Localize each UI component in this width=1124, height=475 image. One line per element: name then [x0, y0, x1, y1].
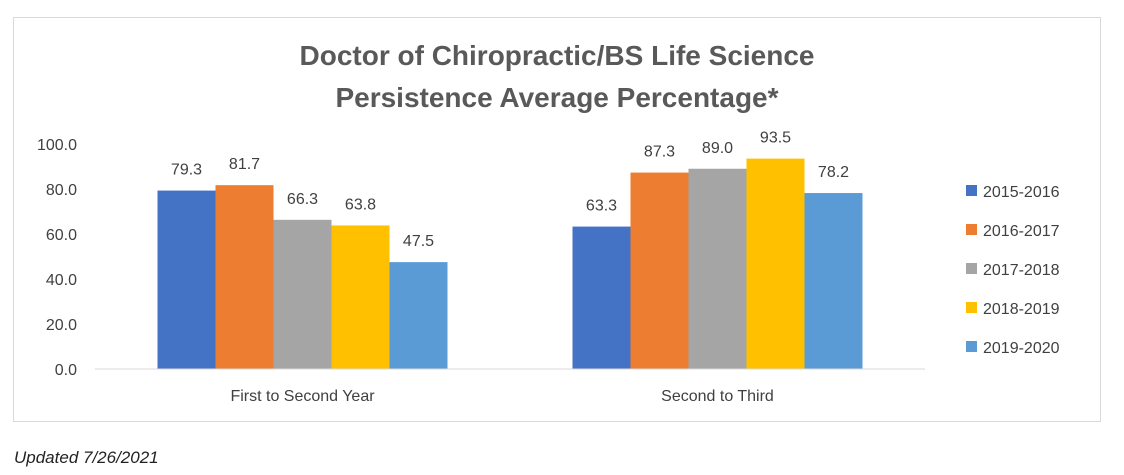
bar-2016-2017-2 [630, 172, 689, 369]
y-tick-label: 0.0 [55, 362, 77, 379]
legend-swatch-2015-2016 [966, 185, 977, 196]
legend-label: 2016-2017 [983, 223, 1060, 240]
data-label: 78.2 [818, 164, 849, 181]
data-label: 66.3 [287, 191, 318, 208]
x-category-label: First to Second Year [230, 388, 375, 405]
data-label: 79.3 [171, 162, 202, 179]
data-label: 81.7 [229, 156, 260, 173]
chart: Doctor of Chiropractic/BS Life Science Pe… [37, 40, 1060, 405]
y-tick-label: 20.0 [46, 317, 77, 334]
data-label: 63.3 [586, 198, 617, 215]
y-tick-label: 100.0 [37, 137, 77, 154]
bar-2016-2017-1 [215, 185, 274, 369]
bar-2015-2016-2 [572, 226, 631, 369]
bar-2018-2019-2 [746, 158, 805, 369]
y-tick-label: 60.0 [46, 227, 77, 244]
chart-title: Doctor of Chiropractic/BS Life Science Pe… [300, 40, 815, 113]
legend-label: 2017-2018 [983, 262, 1060, 279]
legend-label: 2018-2019 [983, 301, 1060, 318]
bar-2018-2019-1 [331, 225, 390, 369]
y-tick-label: 80.0 [46, 182, 77, 199]
bars [157, 158, 863, 369]
bar-2017-2018-1 [273, 219, 332, 369]
y-tick-label: 40.0 [46, 272, 77, 289]
data-label: 47.5 [403, 233, 434, 250]
x-category-label: Second to Third [661, 388, 774, 405]
data-label: 63.8 [345, 196, 376, 213]
y-axis: 0.0 20.0 40.0 60.0 80.0 100.0 [37, 137, 77, 379]
legend-swatch-2019-2020 [966, 341, 977, 352]
chart-title-line-1: Doctor of Chiropractic/BS Life Science [300, 40, 815, 71]
footnote: Updated 7/26/2021 [14, 448, 159, 467]
data-label: 93.5 [760, 130, 791, 147]
bar-2019-2020-1 [389, 262, 448, 369]
data-labels: 79.3 81.7 66.3 63.8 47.5 63.3 87.3 89.0 93.5 78.2 [171, 130, 849, 251]
legend-swatch-2017-2018 [966, 263, 977, 274]
data-label: 87.3 [644, 144, 675, 161]
legend-swatch-2016-2017 [966, 224, 977, 235]
legend: 2015-2016 2016-2017 2017-2018 2018-2019 2019… [966, 184, 1060, 357]
x-axis: First to Second Year Second to Third [95, 368, 925, 405]
chart-title-line-2: Persistence Average Percentage* [335, 82, 778, 113]
data-label: 89.0 [702, 140, 733, 157]
legend-label: 2019-2020 [983, 340, 1060, 357]
legend-swatch-2018-2019 [966, 302, 977, 313]
bar-2017-2018-2 [688, 168, 747, 369]
legend-label: 2015-2016 [983, 184, 1060, 201]
bar-2019-2020-2 [804, 193, 863, 369]
bar-2015-2016-1 [157, 190, 216, 369]
